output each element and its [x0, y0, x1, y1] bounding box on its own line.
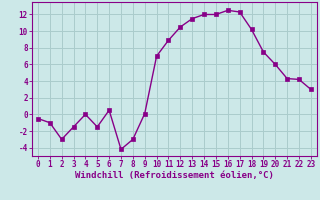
X-axis label: Windchill (Refroidissement éolien,°C): Windchill (Refroidissement éolien,°C) [75, 171, 274, 180]
